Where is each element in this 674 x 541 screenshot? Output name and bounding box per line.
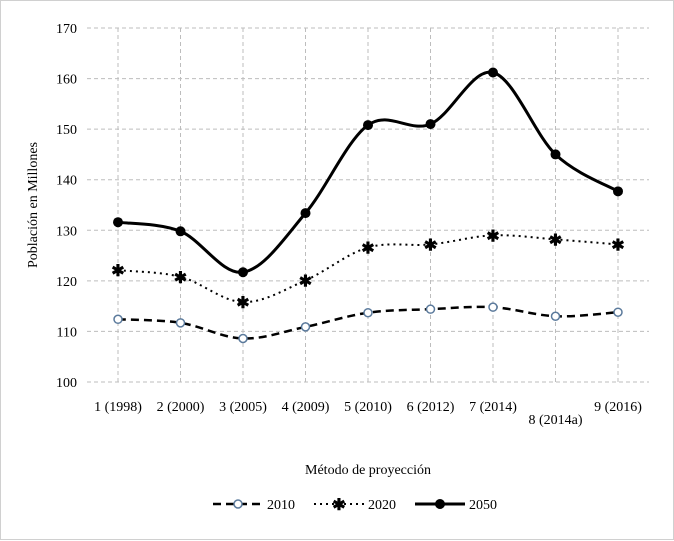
legend-marker [435,499,445,509]
data-point [238,333,248,344]
x-tick-label: 2 (2000) [157,400,205,415]
legend-label: 2050 [469,498,497,513]
y-tick-label: 170 [56,22,77,37]
x-tick-label: 3 (2005) [219,400,267,415]
data-point [175,226,186,237]
data-point [550,311,561,322]
y-tick-label: 100 [56,376,77,391]
y-axis-label: Población en Millones [26,142,41,268]
legend-marker [233,499,243,509]
data-point [363,307,373,318]
data-point: ✱ [611,237,624,254]
data-point: ✱ [111,263,124,280]
x-axis-label: Método de proyección [305,463,431,478]
data-point [613,307,623,317]
legend-marker: ✱ [332,497,345,514]
x-tick-label: 1 (1998) [94,400,142,415]
x-tick-label: 9 (2016) [594,400,642,415]
data-point: ✱ [174,270,187,287]
data-point [113,217,123,228]
data-point [300,208,311,219]
series-2050: 2050 [113,67,623,513]
data-point: ✱ [299,273,312,290]
x-tick-label: 5 (2010) [344,400,392,415]
legend-label: 2020 [368,498,396,513]
x-tick-label: 6 (2012) [407,400,455,415]
data-point: ✱ [424,237,437,254]
y-tick-label: 130 [56,224,77,239]
data-point: ✱ [236,295,249,312]
x-tick-label: 4 (2009) [282,400,330,415]
x-tick-label: 8 (2014a) [528,413,582,428]
x-tick-label: 7 (2014) [469,400,517,415]
y-tick-label: 140 [56,174,77,189]
data-point [300,322,311,332]
y-tick-label: 110 [57,325,77,340]
y-tick-label: 160 [56,73,77,88]
series-2020: ✱ ✱ ✱ ✱ ✱ ✱ ✱ ✱ ✱ ✱ 2020 [111,228,624,514]
series-line [117,234,619,304]
data-point: ✱ [549,232,562,249]
y-tick-label: 120 [56,275,77,290]
data-point [425,119,436,130]
data-point [238,267,248,278]
data-point [550,149,561,160]
data-point [363,120,373,131]
data-point: ✱ [486,228,499,245]
data-point [488,302,498,312]
data-point [613,186,623,197]
data-point: ✱ [361,240,374,257]
data-point [425,304,436,314]
data-point [113,314,123,325]
y-tick-label: 150 [56,123,77,138]
legend-label: 2010 [267,498,295,513]
data-point [175,318,186,328]
data-point [488,67,498,78]
series-2010: 2010 [113,302,623,513]
